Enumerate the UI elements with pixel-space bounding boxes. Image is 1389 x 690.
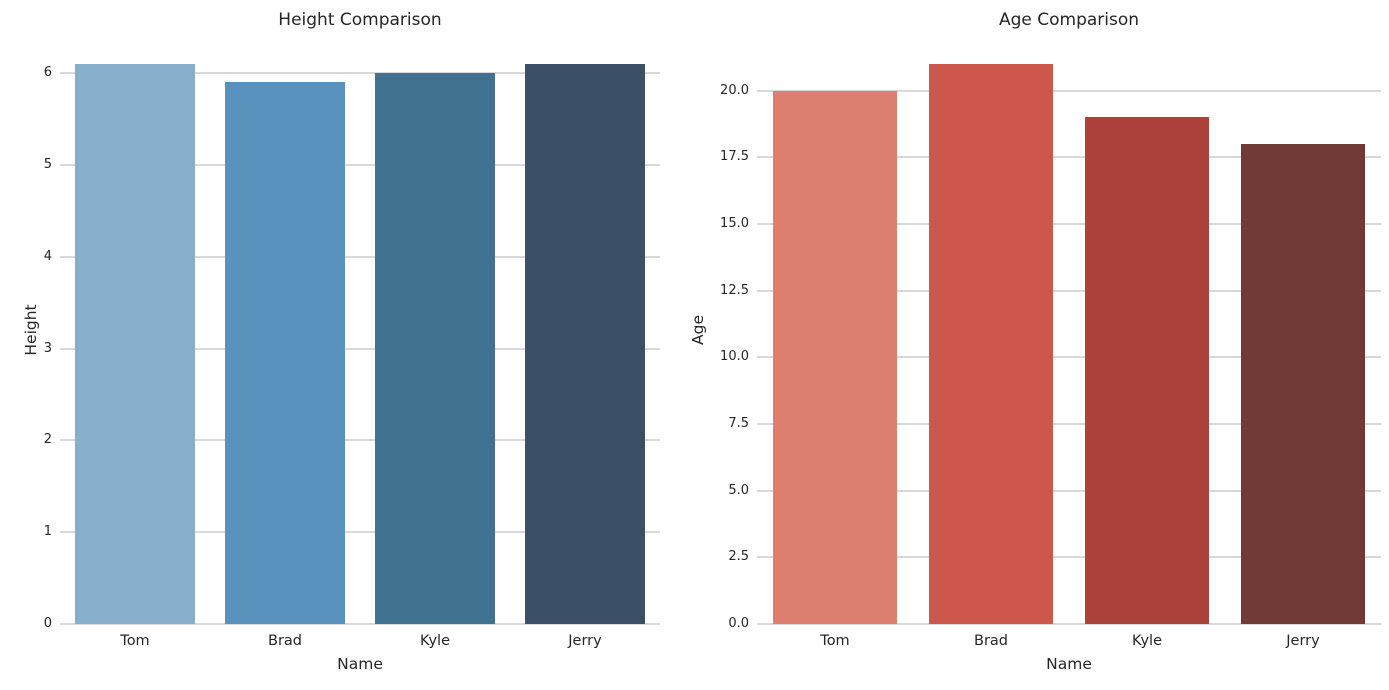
gridline (60, 72, 660, 75)
chart-title: Age Comparison (998, 10, 1140, 30)
y-tick-label: 17.5 (720, 149, 749, 165)
gridline (757, 89, 1381, 92)
y-tick-label: 2.5 (728, 549, 749, 565)
gridline (757, 423, 1381, 425)
y-tick-label: 2 (43, 432, 52, 448)
y-tick-label: 10.0 (720, 349, 749, 365)
chart-panel-height: Height Comparison Height Name 0 1 2 3 4 5 6 Tom… (22, 10, 660, 673)
x-tick-label: Brad (268, 633, 302, 649)
y-tick-label: 0.0 (728, 616, 749, 631)
gridline (60, 255, 660, 258)
x-tick-label: Tom (820, 633, 850, 649)
gridline (757, 556, 1381, 559)
y-tick-label: 1 (43, 524, 52, 540)
gridline (60, 347, 660, 350)
x-axis-label: Name (337, 655, 383, 673)
y-tick-label: 0 (43, 616, 52, 631)
y-tick-label: 5.0 (728, 482, 749, 498)
y-tick-label: 12.5 (720, 282, 749, 298)
y-axis-label: Age (689, 315, 707, 345)
gridline (60, 163, 660, 166)
chart-title: Height Comparison (278, 10, 442, 30)
bar-kyle (375, 73, 495, 624)
x-tick-label: Brad (974, 633, 1008, 649)
y-tick-label: 20.0 (720, 82, 749, 98)
gridline (757, 623, 1381, 625)
bar-kyle (1084, 117, 1210, 624)
y-tick-label: 4 (43, 248, 52, 264)
gridline (60, 623, 660, 625)
x-tick-label: Kyle (1132, 633, 1162, 649)
y-tick-label: 3 (43, 340, 52, 356)
gridline (757, 289, 1381, 292)
bar-brad (928, 64, 1054, 624)
gridline (757, 223, 1381, 225)
bar-tom (75, 64, 195, 624)
gridline (60, 531, 660, 534)
y-tick-label: 15.0 (720, 216, 749, 231)
chart-panel-age: Age Comparison Age Name 0.0 2.5 5.0 7.5 10.0… (689, 0, 1389, 690)
y-tick-label: 5 (43, 156, 52, 172)
bar-brad (225, 82, 345, 624)
x-tick-label: Kyle (420, 633, 450, 649)
plot-area (60, 36, 660, 625)
plot-area (757, 36, 1381, 625)
y-tick-label: 6 (43, 65, 52, 81)
gridline (757, 489, 1381, 492)
x-tick-label: Tom (120, 633, 150, 649)
gridline (757, 156, 1381, 159)
y-tick-label: 7.5 (728, 416, 749, 431)
bar-tom (772, 90, 898, 624)
x-tick-label: Jerry (568, 633, 602, 649)
x-axis-label: Name (1046, 655, 1092, 673)
gridline (757, 356, 1381, 359)
bar-jerry (525, 64, 645, 624)
x-tick-label: Jerry (1286, 633, 1320, 649)
gridline (60, 439, 660, 442)
bar-jerry (1240, 144, 1366, 624)
